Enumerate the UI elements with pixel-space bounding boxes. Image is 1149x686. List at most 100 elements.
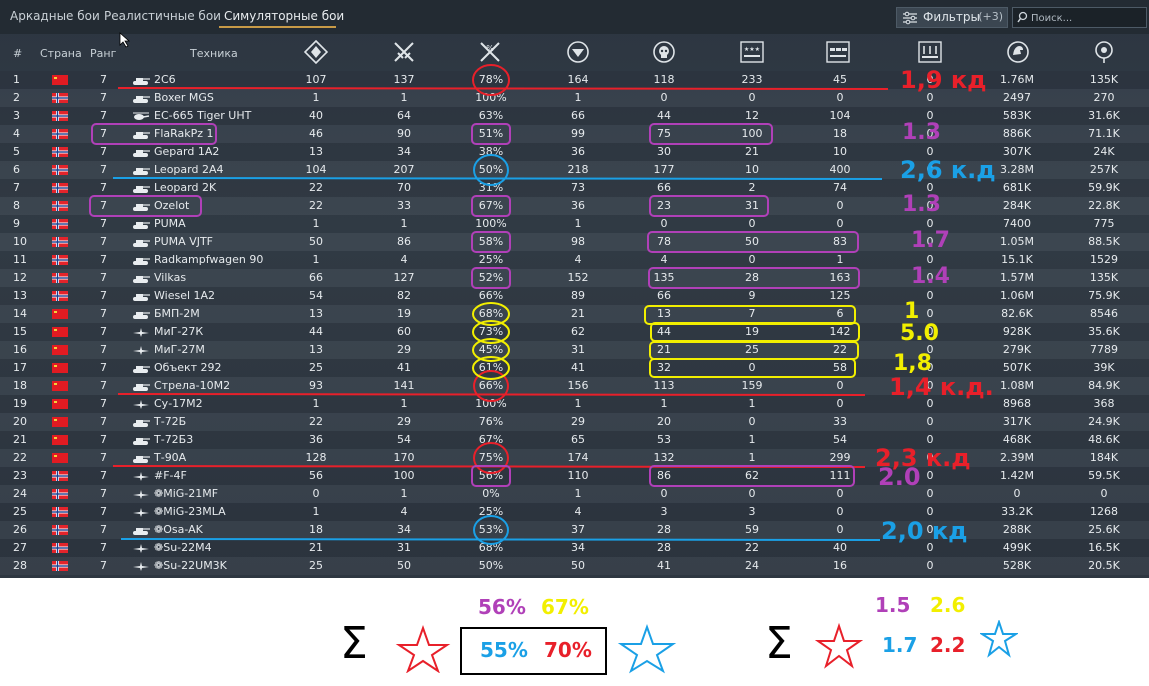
air-kills-value: 0: [748, 253, 756, 266]
column-number[interactable]: #: [13, 47, 23, 60]
tab-realistic[interactable]: Реалистичные бои: [104, 9, 221, 23]
tank-icon: [133, 420, 150, 427]
table-row[interactable]: 4 7 FlaRakPz 1 46 90 51% 99 75 100 18 0 886K 71.1K: [0, 125, 1149, 143]
victories-value: 41: [397, 361, 411, 374]
deaths-icon[interactable]: [652, 40, 676, 64]
battles-value: 25: [309, 361, 323, 374]
ground-kills-icon[interactable]: [826, 40, 850, 64]
silver-lions-value: 24.9K: [1088, 415, 1120, 428]
table-row[interactable]: 15 7 МиГ-27К 44 60 73% 62 44 19 142 0 928K 35.6K: [0, 323, 1149, 341]
column-country[interactable]: Страна: [40, 47, 82, 60]
table-row[interactable]: 18 7 Стрела-10М2 93 141 66% 156 113 159 0 0 1.08M 84…: [0, 377, 1149, 395]
table-row[interactable]: 27 7 ❁Su-22M4 21 31 68% 34 28 22 40 0 499K 16.5K: [0, 539, 1149, 557]
win-rate-value: 50%: [478, 559, 504, 572]
deaths-value: 0: [660, 91, 668, 104]
victories-icon[interactable]: [392, 40, 416, 64]
filters-button[interactable]: Фильтры (+3): [896, 7, 1008, 28]
table-row[interactable]: 26 7 ❁Osa-AK 18 34 53% 37 28 59 0 0 288K 25.6K: [0, 521, 1149, 539]
silver-lions-value: 1268: [1090, 505, 1118, 518]
silver-lions-icon[interactable]: [1092, 40, 1116, 64]
summary-purple-kd: 1.5: [875, 593, 911, 617]
battles-icon[interactable]: [304, 40, 328, 64]
silver-lions-value: 135K: [1089, 271, 1119, 284]
naval-kills-value: 0: [926, 163, 934, 176]
table-row[interactable]: 7 7 Leopard 2K 22 70 31% 73 66 2 74 0 681K 59.9K: [0, 179, 1149, 197]
table-row[interactable]: 9 7 PUMA 1 1 100% 1 0 0 0 0 7400 775: [0, 215, 1149, 233]
row-rank: 7: [100, 397, 107, 410]
row-number: 23: [13, 469, 27, 482]
tab-arcade[interactable]: Аркадные бои: [10, 9, 100, 23]
column-vehicle[interactable]: Техника: [190, 47, 238, 60]
table-row[interactable]: 28 7 ❁Su-22UM3K 25 50 50% 50 41 24 16 0 528K 20.5K: [0, 557, 1149, 575]
red-annotation-text: 1,9 кд: [900, 66, 987, 94]
red-star-right-icon: [815, 623, 863, 669]
experience-value: 499K: [1002, 541, 1032, 554]
table-row[interactable]: 11 7 Radkampfwagen 90 1 4 25% 4 4 0 1 0 15.1K 1529: [0, 251, 1149, 269]
table-row[interactable]: 19 7 Су-17М2 1 1 100% 1 1 1 0 0 8968 368: [0, 395, 1149, 413]
vehicle-name: FlaRakPz 1: [154, 127, 214, 140]
silver-lions-value: 75.9K: [1088, 289, 1120, 302]
table-row[interactable]: 1 7 2С6 107 137 78% 164 118 233 45 0 1.76M 135K: [0, 71, 1149, 89]
row-number: 19: [13, 397, 27, 410]
naval-kills-icon[interactable]: [918, 40, 942, 64]
experience-icon[interactable]: [1006, 40, 1030, 64]
naval-kills-value: 0: [926, 379, 934, 392]
respawns-value: 98: [571, 235, 585, 248]
respawns-icon[interactable]: [566, 40, 590, 64]
table-row[interactable]: 23 7 #F-4F 56 100 56% 110 86 62 111 0 1.42M 59.5K: [0, 467, 1149, 485]
experience-value: 583K: [1002, 109, 1032, 122]
table-row[interactable]: 16 7 МиГ-27М 13 29 45% 31 21 25 22 0 279K 7789: [0, 341, 1149, 359]
row-number: 16: [13, 343, 27, 356]
silver-lions-value: 88.5K: [1088, 235, 1120, 248]
table-row[interactable]: 14 7 БМП-2М 13 19 68% 21 13 7 6 0 82.6K 8546: [0, 305, 1149, 323]
row-number: 27: [13, 541, 27, 554]
silver-lions-value: 135K: [1089, 73, 1119, 86]
column-rank[interactable]: Ранг: [90, 47, 117, 60]
ground-kills-value: 104: [829, 109, 851, 122]
row-rank: 7: [100, 307, 107, 320]
table-row[interactable]: 2 7 Boxer MGS 1 1 100% 1 0 0 0 0 2497 270: [0, 89, 1149, 107]
silver-lions-value: 39K: [1093, 361, 1115, 374]
air-kills-value: 19: [745, 325, 759, 338]
table-row[interactable]: 13 7 Wiesel 1A2 54 82 66% 89 66 9 125 0 1.06M 75.9K: [0, 287, 1149, 305]
win-rate-value: 100%: [475, 397, 507, 410]
naval-kills-value: 0: [926, 73, 934, 86]
purple-annotation-text: 1.3: [902, 192, 941, 217]
naval-kills-value: 0: [926, 505, 934, 518]
table-row[interactable]: 25 7 ❁MiG-23MLA 1 4 25% 4 3 3 0 0 33.2K 1268: [0, 503, 1149, 521]
table-row[interactable]: 21 7 Т-72Б3 36 54 67% 65 53 1 54 0 468K 48.6K: [0, 431, 1149, 449]
experience-value: 82.6K: [1001, 307, 1033, 320]
norway-flag-icon: [52, 561, 68, 571]
ussr-flag-icon: [52, 327, 68, 337]
table-row[interactable]: 20 7 Т-72Б 22 29 76% 29 20 0 33 0 317K 24.9K: [0, 413, 1149, 431]
table-row[interactable]: 24 7 ❁MiG-21MF 0 1 0% 1 0 0 0 0 0 0: [0, 485, 1149, 503]
air-kills-icon[interactable]: ★★★: [740, 40, 764, 64]
ussr-flag-icon: [52, 453, 68, 463]
battles-value: 13: [309, 343, 323, 356]
win-rate-icon[interactable]: %: [478, 40, 502, 64]
table-row[interactable]: 3 7 EC-665 Tiger UHT 40 64 63% 66 44 12 104 0 583K 3…: [0, 107, 1149, 125]
active-tab-indicator: [219, 26, 336, 28]
tab-simulator[interactable]: Симуляторные бои: [224, 9, 345, 23]
victories-value: 33: [397, 199, 411, 212]
table-row[interactable]: 5 7 Gepard 1A2 13 34 38% 36 30 21 10 0 307K 24K: [0, 143, 1149, 161]
table-row[interactable]: 10 7 PUMA VJTF 50 86 58% 98 78 50 83 0 1.05M 88.5K: [0, 233, 1149, 251]
win-rate-value: 25%: [478, 505, 504, 518]
vehicle-name: #F-4F: [154, 469, 187, 482]
deaths-value: 53: [657, 433, 671, 446]
table-row[interactable]: 17 7 Объект 292 25 41 61% 41 32 0 58 0 507K 39K: [0, 359, 1149, 377]
norway-flag-icon: [52, 219, 68, 229]
deaths-value: 177: [653, 163, 675, 176]
ground-kills-value: 111: [829, 469, 851, 482]
ussr-flag-icon: [52, 309, 68, 319]
search-box[interactable]: [1012, 7, 1147, 28]
win-rate-value: 50%: [478, 163, 504, 176]
search-input[interactable]: [1029, 10, 1147, 27]
vehicle-name: Leopard 2K: [154, 181, 217, 194]
norway-flag-icon: [52, 201, 68, 211]
air-kills-value: 0: [748, 217, 756, 230]
table-row[interactable]: 8 7 Ozelot 22 33 67% 36 23 31 0 0 284K 22.8K: [0, 197, 1149, 215]
vehicle-name: Т-90А: [154, 451, 187, 464]
table-row[interactable]: 12 7 Vilkas 66 127 52% 152 135 28 163 0 1.57M 135K: [0, 269, 1149, 287]
table-row[interactable]: 22 7 Т-90А 128 170 75% 174 132 1 299 0 2.39M 184K: [0, 449, 1149, 467]
